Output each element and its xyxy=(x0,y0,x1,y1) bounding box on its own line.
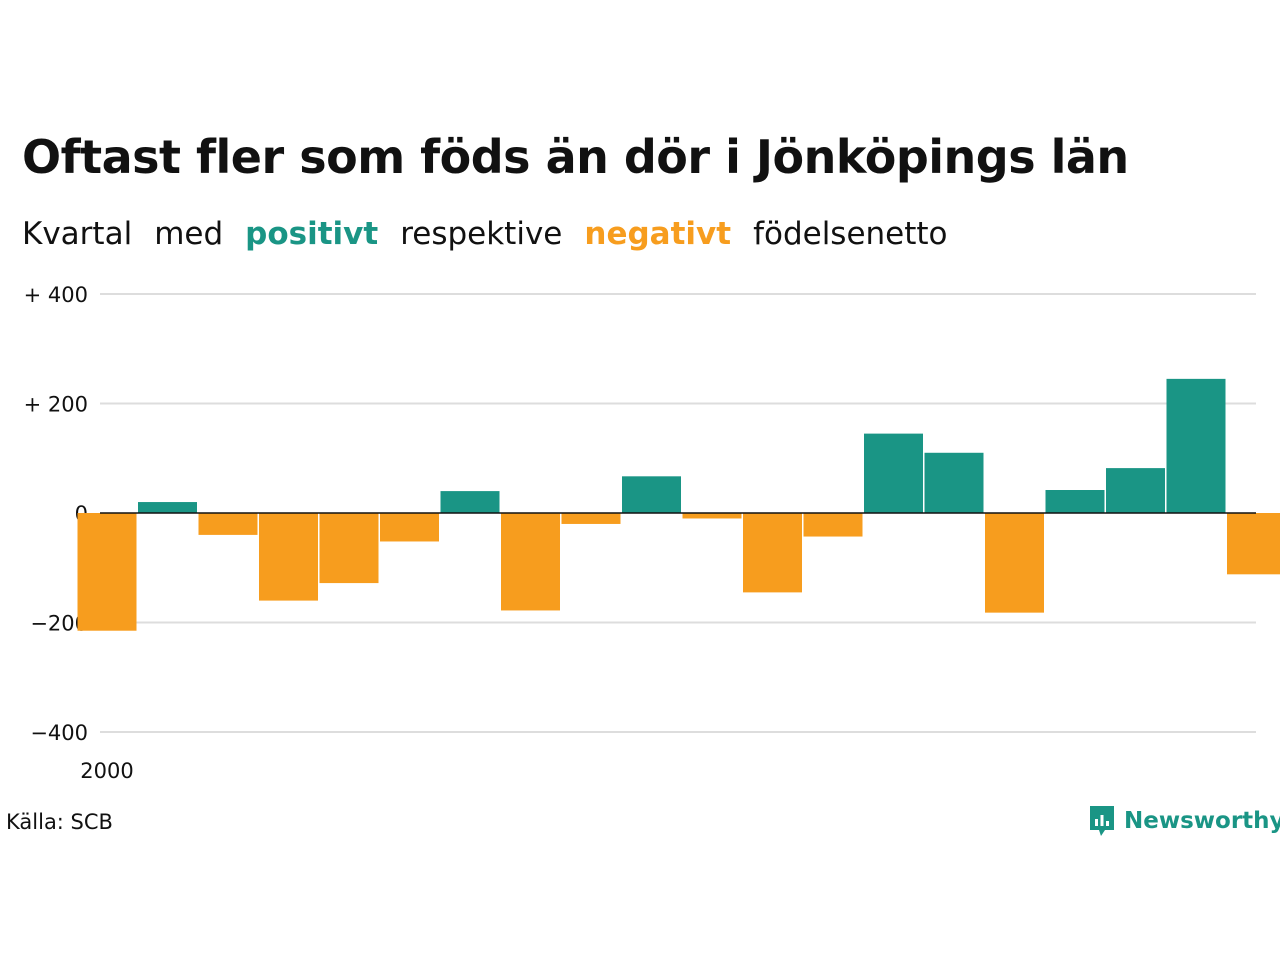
subtitle-word: födelsenetto xyxy=(753,216,948,252)
bar xyxy=(1227,513,1280,575)
bar xyxy=(1166,378,1226,513)
subtitle-negative-legend: negativt xyxy=(584,216,732,252)
subtitle-word: respektive xyxy=(400,216,563,252)
bar xyxy=(743,513,802,593)
chart-subtitle: Kvartal med positivt respektive negativt föde… xyxy=(22,216,970,252)
bar xyxy=(924,452,984,513)
chart-bubble-icon xyxy=(1090,806,1114,836)
bar xyxy=(1045,490,1105,513)
source-label: Källa: SCB xyxy=(6,810,113,834)
subtitle-positive-legend: positivt xyxy=(245,216,379,252)
bar xyxy=(864,433,923,513)
bar-chart: + 400+ 2000−200−40020002005201020152020 xyxy=(24,283,1280,783)
bar xyxy=(803,513,863,537)
bar xyxy=(682,513,742,519)
logo-text: Newsworthy xyxy=(1124,808,1280,834)
y-tick-label: + 200 xyxy=(24,393,88,417)
bar xyxy=(259,513,318,601)
subtitle-word: med xyxy=(154,216,224,252)
chart-title: Oftast fler som föds än dör i Jönköpings… xyxy=(22,130,1129,184)
bar xyxy=(440,491,500,513)
x-tick-label: 2000 xyxy=(80,759,133,783)
bar xyxy=(198,513,258,535)
bar xyxy=(380,513,439,542)
y-tick-label: + 400 xyxy=(24,283,88,307)
bar xyxy=(319,513,379,584)
bar xyxy=(501,513,560,611)
bar xyxy=(985,513,1044,613)
bar xyxy=(138,502,197,513)
bar xyxy=(77,513,137,631)
bar xyxy=(622,476,681,513)
subtitle-word: Kvartal xyxy=(22,216,133,252)
y-tick-label: −400 xyxy=(30,721,88,745)
bar xyxy=(561,513,621,524)
newsworthy-logo: Newsworthy xyxy=(1088,804,1280,838)
bar xyxy=(1106,468,1165,513)
